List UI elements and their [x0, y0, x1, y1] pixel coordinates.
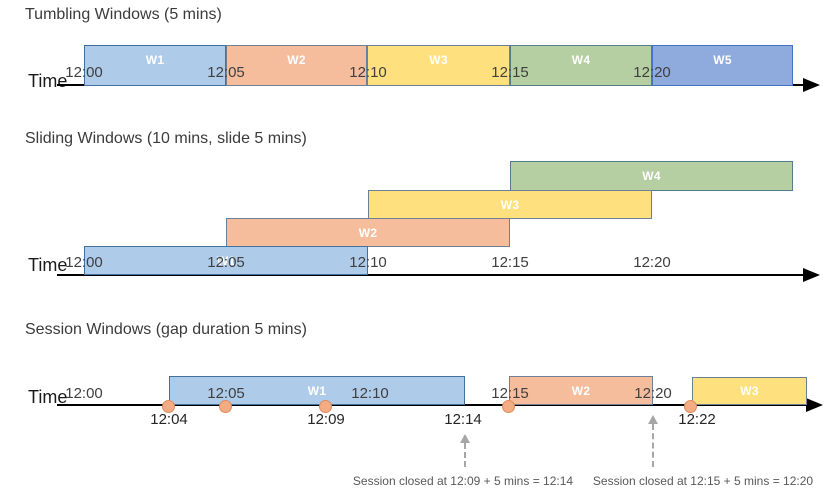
tumbling-window-w3: W3: [367, 45, 510, 86]
session-title: Session Windows (gap duration 5 mins): [25, 321, 307, 338]
sliding-tick-1215: 12:15: [491, 254, 529, 271]
session-tick-1210: 12:10: [351, 385, 389, 402]
event-dot-1204: [161, 399, 175, 413]
tumbling-window-w4: W4: [510, 45, 652, 86]
session-timeline: [57, 404, 807, 406]
sliding-window-w2: W2: [226, 218, 510, 247]
dashed-arrow-up-icon: [460, 434, 470, 443]
session-close-annotation-2: Session closed at 12:15 + 5 mins = 12:20: [592, 474, 814, 488]
session-timeline-arrowhead-icon: [806, 398, 823, 412]
session-time-label: Time: [28, 387, 68, 407]
window-label: W3: [500, 197, 520, 212]
event-time-1209: 12:09: [307, 411, 345, 428]
window-label: W3: [429, 53, 448, 67]
sliding-time-label: Time: [28, 255, 68, 275]
window-label: W2: [287, 53, 306, 67]
sliding-tick-1200: 12:00: [65, 254, 103, 271]
session-window-w3: W3: [692, 377, 807, 405]
close-time-1214: 12:14: [444, 411, 482, 428]
sliding-window-w1: W1: [84, 246, 368, 275]
event-time-1204: 12:04: [150, 411, 188, 428]
window-label: W4: [642, 169, 661, 183]
tumbling-tick-1220: 12:20: [633, 64, 671, 81]
tumbling-tick-1215: 12:15: [491, 64, 529, 81]
tumbling-tick-1205: 12:05: [207, 64, 245, 81]
session-tick-1220: 12:20: [634, 385, 672, 402]
window-label: W3: [740, 384, 759, 398]
tumbling-window-w5: W5: [652, 45, 793, 86]
session-close-annotation-1: Session closed at 12:09 + 5 mins = 12:14: [352, 474, 574, 488]
window-label: W2: [358, 225, 378, 240]
sliding-window-w3: W3: [368, 190, 652, 219]
sliding-tick-1205: 12:05: [207, 254, 245, 271]
sliding-tick-1210: 12:10: [349, 254, 387, 271]
sliding-window-w4: W4: [510, 161, 793, 191]
session-tick-1215: 12:15: [491, 385, 529, 402]
session-tick-1200: 12:00: [65, 385, 103, 402]
tumbling-title: Tumbling Windows (5 mins): [25, 6, 222, 23]
window-label: W4: [571, 53, 591, 67]
tumbling-time-label: Time: [28, 71, 68, 91]
sliding-title: Sliding Windows (10 mins, slide 5 mins): [25, 130, 307, 147]
dashed-arrow-line: [652, 424, 654, 467]
event-dot-1209: [318, 399, 332, 413]
window-label: W1: [216, 253, 236, 268]
sliding-timeline-arrowhead-icon: [803, 268, 820, 282]
tumbling-window-w1: W1: [84, 45, 226, 86]
tumbling-window-w2: W2: [226, 45, 367, 86]
event-dot-1215: [501, 399, 515, 413]
event-dot-1205: [218, 399, 232, 413]
session-tick-1205: 12:05: [207, 385, 245, 402]
tumbling-tick-1210: 12:10: [349, 64, 387, 81]
window-label: W5: [713, 53, 732, 67]
event-dot-1222: [683, 399, 697, 413]
session-window-w2: W2: [509, 376, 653, 405]
sliding-timeline: [57, 274, 805, 276]
event-time-1222: 12:22: [678, 411, 716, 428]
dashed-arrow-line: [464, 443, 466, 467]
dashed-arrow-up-icon: [648, 415, 658, 424]
window-label: W1: [307, 383, 327, 398]
tumbling-tick-1200: 12:00: [65, 64, 103, 81]
sliding-tick-1220: 12:20: [633, 254, 671, 271]
window-label: W2: [571, 383, 591, 398]
window-label: W1: [145, 53, 165, 67]
tumbling-timeline-arrowhead-icon: [803, 78, 820, 92]
session-window-w1: W1: [169, 376, 465, 405]
